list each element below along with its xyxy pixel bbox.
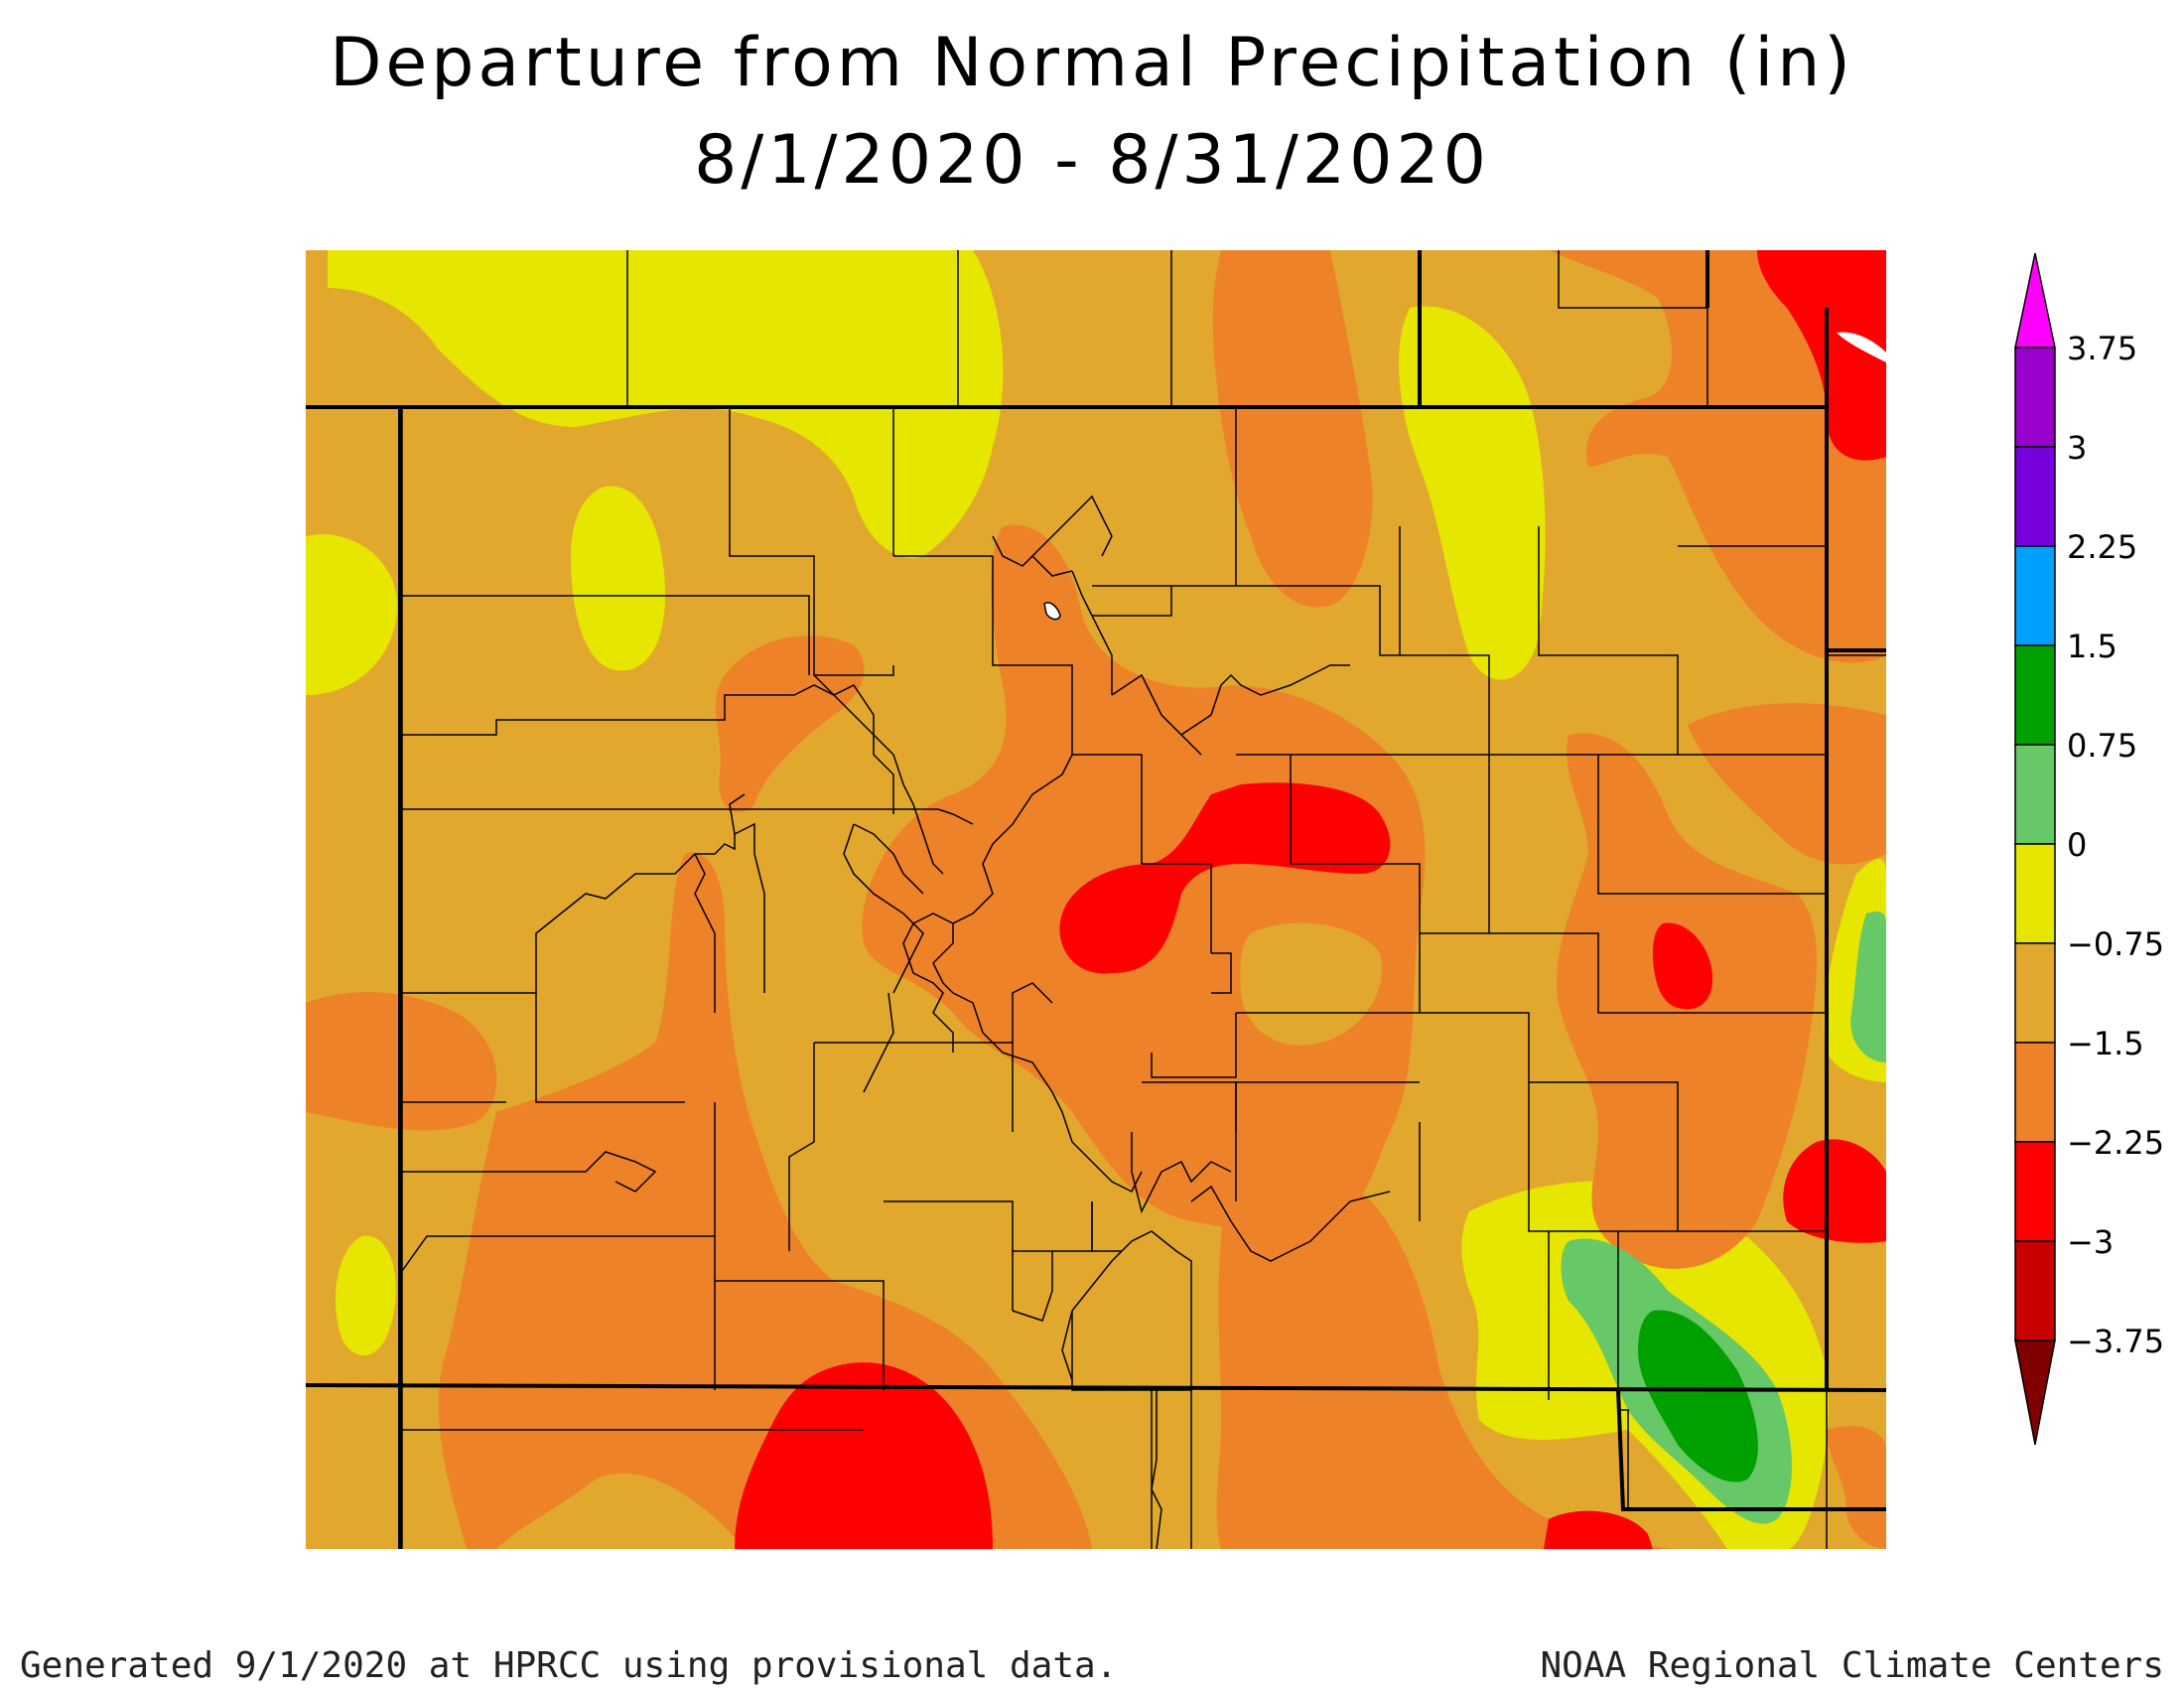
legend-m1-5-to-m0-75 xyxy=(2014,942,2056,1044)
contour-red-south-se xyxy=(1544,1510,1653,1549)
contour-light-inner xyxy=(1240,922,1382,1046)
contour-orange-west-central xyxy=(715,635,865,813)
legend-label: 0.75 xyxy=(2067,727,2137,765)
contour-lightgreen-east xyxy=(1850,912,1886,1062)
contour-orange-east-edge xyxy=(1688,703,1886,865)
legend-label: 2.25 xyxy=(2067,528,2137,566)
source-credit: NOAA Regional Climate Centers xyxy=(1540,1645,2164,1686)
legend-label: 1.5 xyxy=(2067,628,2117,665)
legend-label: 3.75 xyxy=(2067,330,2137,367)
contour-yellow-west-1 xyxy=(306,534,397,695)
legend-label: −0.75 xyxy=(2067,925,2164,963)
legend-above-3-75 xyxy=(2014,252,2056,349)
legend-label: 3 xyxy=(2067,429,2087,467)
map-title: Departure from Normal Precipitation (in) xyxy=(330,24,1854,102)
contour-red-central xyxy=(1059,782,1391,974)
legend-colorbar xyxy=(2014,252,2056,1446)
lake-ne xyxy=(1837,332,1886,362)
contour-green-se xyxy=(1638,1310,1758,1482)
legend-label: −3.75 xyxy=(2067,1323,2164,1360)
contour-yellow-ne xyxy=(1399,306,1546,680)
contour-orange-se-corner xyxy=(1827,1426,1886,1549)
contour-red-east-edge xyxy=(1783,1139,1886,1243)
legend-label: 0 xyxy=(2067,826,2087,864)
map-date-range: 8/1/2020 - 8/31/2020 xyxy=(694,121,1490,200)
contour-red-east xyxy=(1653,922,1712,1010)
contour-field xyxy=(306,250,1886,1549)
lake-marker xyxy=(1043,602,1061,621)
contour-red-south xyxy=(735,1362,993,1549)
legend-below-m3-75 xyxy=(2014,1339,2056,1446)
legend-label: −2.25 xyxy=(2067,1124,2164,1162)
contour-orange-ne-band xyxy=(1212,250,1373,608)
state-boundaries xyxy=(305,250,1887,1549)
legend-0-75-to-1-5 xyxy=(2014,644,2056,746)
legend-label: −3 xyxy=(2067,1223,2114,1261)
legend-m3-to-m2-25 xyxy=(2014,1141,2056,1242)
legend-3-to-3-75 xyxy=(2014,347,2056,448)
generation-note: Generated 9/1/2020 at HPRCC using provis… xyxy=(20,1645,1118,1686)
contour-orange-ne-corner xyxy=(1549,250,1886,663)
legend-labels: 3.75 3 2.25 1.5 0.75 0 −0.75 −1.5 −2.25 … xyxy=(2067,330,2164,1360)
legend-m0-75-to-0 xyxy=(2014,843,2056,944)
contour-yellow-north xyxy=(328,250,1004,558)
legend-m2-25-to-m1-5 xyxy=(2014,1042,2056,1143)
contour-red-ne xyxy=(1757,250,1886,461)
legend-1-5-to-2-25 xyxy=(2014,545,2056,646)
legend-2-25-to-3 xyxy=(2014,446,2056,547)
contour-orange-sw xyxy=(438,852,1093,1549)
legend-label: −1.5 xyxy=(2067,1025,2144,1062)
contour-yellow-nw-oval xyxy=(571,486,665,671)
legend-m3-75-to-m3 xyxy=(2014,1240,2056,1341)
contour-yellow-sw xyxy=(335,1235,396,1356)
contour-orange-south-central xyxy=(1216,1164,1688,1549)
legend-0-to-0-75 xyxy=(2014,744,2056,845)
